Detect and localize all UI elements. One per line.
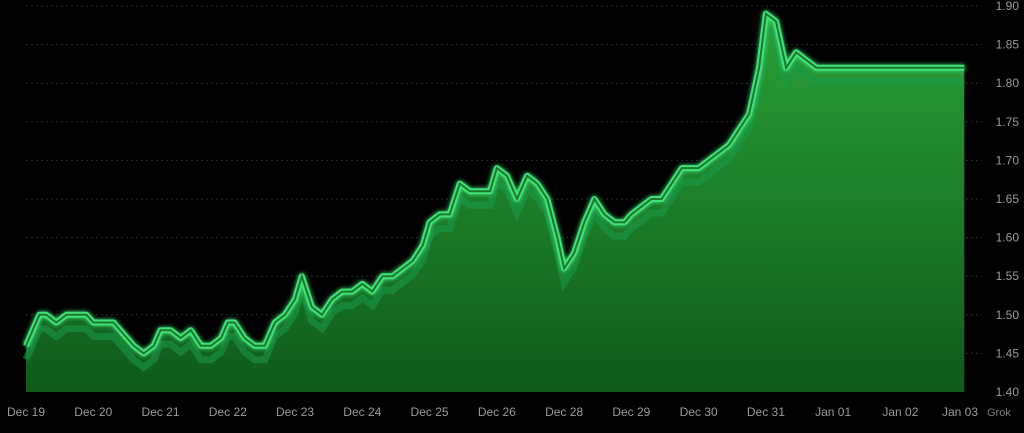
y-tick-label: 1.60 [996,231,1020,245]
y-tick-label: 1.70 [996,153,1020,167]
x-tick-label: Dec 24 [343,405,381,419]
x-tick-label: Dec 28 [545,405,583,419]
x-tick-label: Dec 23 [276,405,314,419]
y-tick-label: 1.80 [996,76,1020,90]
area-series [22,10,965,392]
x-tick-label: Dec 20 [74,405,112,419]
series-line-core [25,11,965,355]
x-tick-label: Dec 31 [747,405,785,419]
y-tick-label: 1.45 [996,346,1020,360]
y-tick-label: 1.75 [996,115,1020,129]
x-tick-label: Dec 21 [142,405,180,419]
x-tick-label: Jan 02 [882,405,918,419]
y-axis-ticks: 1.40 1.45 1.50 1.55 1.60 1.65 1.70 1.75 1.80 1.85… [996,0,1020,399]
y-tick-label: 1.40 [996,385,1020,399]
area-fill [26,13,965,392]
x-tick-label: Jan 03 [942,405,978,419]
x-tick-label: Dec 29 [612,405,650,419]
y-tick-label: 1.65 [996,192,1020,206]
x-axis-ticks: Dec 19 Dec 20 Dec 21 Dec 22 Dec 23 Dec 24 Dec … [7,405,978,419]
y-tick-label: 1.55 [996,269,1020,283]
x-tick-label: Dec 30 [680,405,718,419]
x-tick-label: Jan 01 [815,405,851,419]
x-tick-label: Dec 25 [411,405,449,419]
y-tick-label: 1.90 [996,0,1020,13]
y-tick-label: 1.85 [996,38,1020,52]
x-tick-label: Dec 19 [7,405,45,419]
y-tick-label: 1.50 [996,308,1020,322]
series-line-shadow [22,21,965,372]
x-tick-label: Dec 22 [209,405,247,419]
grok-watermark: Grok [987,407,1011,419]
x-tick-label: Dec 26 [478,405,516,419]
